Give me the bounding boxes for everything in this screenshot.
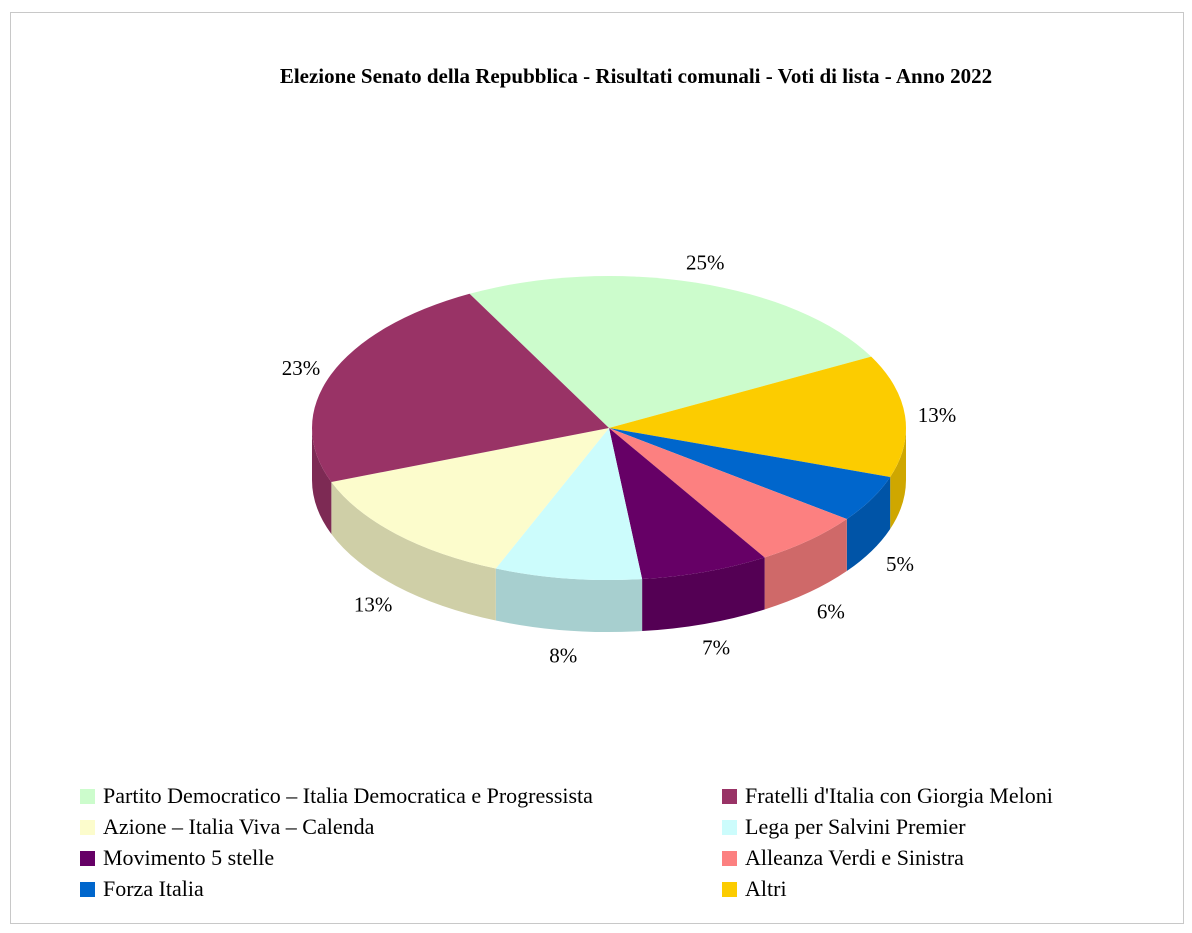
- legend-label: Altri: [745, 876, 787, 901]
- legend-item: Alleanza Verdi e Sinistra: [722, 843, 964, 873]
- legend-swatch: [80, 819, 95, 835]
- pie-data-label-4: 7%: [702, 636, 730, 660]
- legend-swatch: [80, 850, 95, 866]
- legend-item: Lega per Salvini Premier: [722, 812, 966, 842]
- pie-side-7: [312, 428, 332, 534]
- pie-slice-6: [331, 428, 609, 569]
- legend-label: Partito Democratico – Italia Democratica…: [103, 783, 593, 808]
- pie-slice-7: [311, 293, 609, 482]
- pie-slice-3: [609, 428, 847, 558]
- legend-label: Forza Italia: [103, 876, 204, 901]
- legend-swatch: [80, 881, 95, 897]
- pie-slice-2: [609, 428, 891, 520]
- legend-item: Movimento 5 stelle: [80, 843, 274, 873]
- pie-chart: 25% 13% 5% 6% 7% 8% 13% 23%: [282, 251, 956, 668]
- pie-slice-5: [495, 428, 643, 580]
- legend-label: Lega per Salvini Premier: [745, 814, 966, 839]
- legend-item: Partito Democratico – Italia Democratica…: [80, 781, 593, 811]
- chart-title: Elezione Senato della Repubblica - Risul…: [279, 64, 993, 88]
- legend-swatch: [722, 881, 737, 897]
- pie-side-1: [890, 428, 906, 529]
- pie-data-label-3: 6%: [817, 599, 845, 623]
- legend-swatch: [722, 819, 737, 835]
- legend-label: Alleanza Verdi e Sinistra: [745, 845, 964, 870]
- pie-slice-4: [609, 428, 765, 580]
- pie-side-6: [331, 481, 496, 621]
- pie-data-label-6: 13%: [354, 592, 393, 616]
- legend-label: Azione – Italia Viva – Calenda: [103, 814, 375, 839]
- legend-swatch: [722, 788, 737, 804]
- legend-item: Azione – Italia Viva – Calenda: [80, 812, 374, 842]
- pie-slice-0: [469, 276, 872, 428]
- pie-data-label-7: 23%: [282, 356, 321, 380]
- legend-item: Forza Italia: [80, 874, 204, 904]
- legend-swatch: [80, 788, 95, 804]
- pie-labels: 25% 13% 5% 6% 7% 8% 13% 23%: [282, 251, 956, 668]
- pie-side-3: [764, 519, 847, 610]
- pie-side-5: [495, 568, 643, 632]
- legend-label: Movimento 5 stelle: [103, 845, 275, 870]
- pie-data-label-5: 8%: [549, 643, 577, 667]
- pie-slice-1: [609, 356, 906, 477]
- legend-item: Altri: [722, 874, 787, 904]
- pie-data-label-1: 13%: [918, 403, 957, 427]
- pie-side-4: [642, 557, 765, 632]
- pie-data-label-2: 5%: [886, 552, 914, 576]
- pie-tops: [311, 276, 906, 580]
- pie-side-2: [846, 476, 891, 572]
- pie-data-label-0: 25%: [686, 251, 725, 275]
- pie-sides: [312, 428, 906, 632]
- legend-label: Fratelli d'Italia con Giorgia Meloni: [745, 783, 1053, 808]
- legend-swatch: [722, 850, 737, 866]
- legend-item: Fratelli d'Italia con Giorgia Meloni: [722, 781, 1053, 811]
